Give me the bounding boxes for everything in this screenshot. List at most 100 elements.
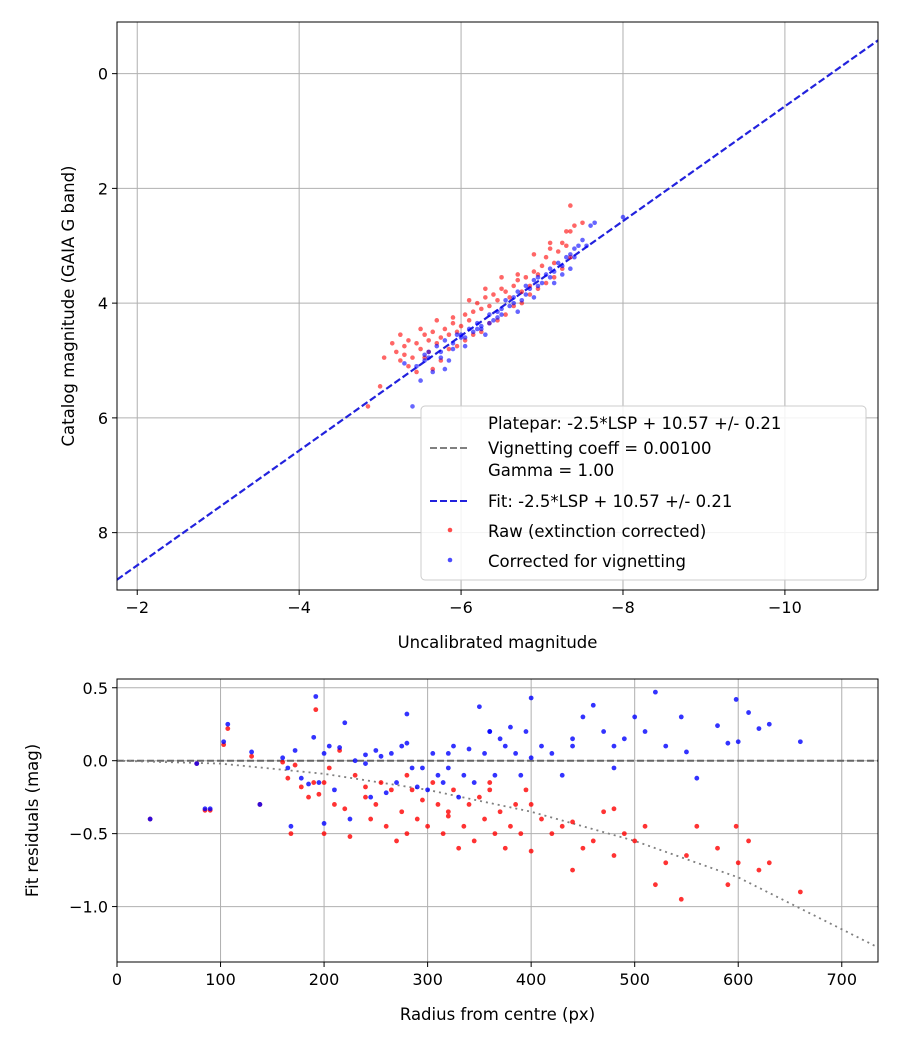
raw-data-point xyxy=(288,831,294,837)
raw-data-point xyxy=(352,772,358,778)
corrected-data-point xyxy=(519,297,525,303)
corrected-data-point xyxy=(652,689,658,695)
corrected-data-point xyxy=(470,329,476,335)
raw-data-point xyxy=(399,809,405,815)
top-chart-y-tick-label: 0 xyxy=(98,65,108,84)
raw-data-point xyxy=(495,297,500,303)
raw-data-point xyxy=(418,326,423,332)
top-chart-x-axis-label: Uncalibrated magnitude xyxy=(398,633,598,652)
corrected-data-point xyxy=(434,343,440,349)
raw-data-point xyxy=(450,320,456,326)
corrected-data-point xyxy=(495,309,500,315)
bottom-chart-x-tick-label: 700 xyxy=(826,970,857,989)
bottom-chart-x-tick-label: 0 xyxy=(112,970,122,989)
raw-data-point xyxy=(440,831,446,837)
top-chart-x-tick-label: −2 xyxy=(125,598,149,617)
bottom-chart-frame xyxy=(116,678,879,963)
legend-entry-gamma: Gamma = 1.00 xyxy=(488,461,614,480)
corrected-data-point xyxy=(487,729,493,734)
raw-data-point xyxy=(306,794,311,800)
corrected-data-point xyxy=(756,726,762,731)
raw-data-point xyxy=(435,802,441,807)
corrected-data-point xyxy=(404,711,410,717)
corrected-data-point xyxy=(257,802,263,807)
top-chart-points xyxy=(365,203,626,409)
bottom-chart-x-tick-label: 200 xyxy=(309,970,340,989)
corrected-data-point xyxy=(337,745,343,750)
raw-data-point xyxy=(373,802,379,807)
corrected-data-point xyxy=(572,246,577,251)
raw-data-point xyxy=(368,816,374,822)
raw-data-point xyxy=(249,753,254,759)
corrected-data-point xyxy=(462,343,468,349)
top-chart-y-tick-label: 8 xyxy=(98,524,108,543)
corrected-data-point xyxy=(409,765,415,771)
corrected-data-point xyxy=(249,749,254,755)
corrected-data-point xyxy=(147,816,153,822)
corrected-data-point xyxy=(570,736,575,742)
raw-data-point xyxy=(652,882,658,888)
raw-data-point xyxy=(414,369,419,375)
corrected-data-point xyxy=(298,775,304,781)
bottom-chart-y-axis-label: Fit residuals (mag) xyxy=(23,744,42,897)
raw-data-point xyxy=(410,355,415,360)
corrected-data-point xyxy=(442,338,448,343)
corrected-data-point xyxy=(316,780,322,785)
raw-data-point xyxy=(377,384,383,389)
corrected-data-point xyxy=(446,358,452,363)
corrected-data-point xyxy=(511,300,516,306)
corrected-data-point xyxy=(513,750,519,756)
raw-data-point xyxy=(513,802,519,807)
corrected-data-point xyxy=(451,743,456,749)
corrected-data-point xyxy=(426,349,431,355)
raw-data-point xyxy=(497,809,503,815)
raw-data-point xyxy=(446,346,452,352)
corrected-data-point xyxy=(564,254,569,260)
legend-entry-platepar: Platepar: -2.5*LSP + 10.57 +/- 0.21 xyxy=(488,414,781,433)
corrected-data-point xyxy=(549,750,555,756)
raw-data-point xyxy=(418,346,423,352)
raw-data-point xyxy=(389,340,395,346)
raw-data-point xyxy=(483,286,488,292)
corrected-data-point xyxy=(458,332,464,337)
raw-data-point xyxy=(430,780,436,785)
corrected-data-point xyxy=(551,269,557,274)
raw-data-point xyxy=(559,823,565,829)
raw-data-point xyxy=(398,332,403,337)
corrected-data-point xyxy=(632,714,638,720)
raw-data-point xyxy=(292,762,298,768)
raw-data-point xyxy=(445,809,451,815)
corrected-series xyxy=(402,214,626,409)
raw-data-point xyxy=(511,283,516,289)
raw-data-point xyxy=(445,813,451,819)
corrected-data-point xyxy=(694,775,700,781)
raw-data-point xyxy=(342,806,348,812)
raw-data-point xyxy=(492,831,498,837)
raw-data-point xyxy=(404,831,410,837)
raw-data-point xyxy=(499,275,504,280)
raw-data-point xyxy=(450,315,456,320)
raw-data-point xyxy=(347,834,353,839)
bottom-chart-y-ticks: 0.5 0.0 −0.5 −1.0 xyxy=(69,679,117,917)
raw-data-point xyxy=(570,819,575,825)
raw-data-point xyxy=(564,229,569,234)
raw-data-point xyxy=(528,848,534,854)
corrected-data-point xyxy=(551,280,557,286)
corrected-data-point xyxy=(735,739,741,745)
corrected-data-point xyxy=(321,821,327,826)
corrected-data-point xyxy=(621,736,627,742)
corrected-data-point xyxy=(479,326,484,332)
corrected-data-point xyxy=(202,806,208,812)
bottom-chart-points xyxy=(147,689,803,902)
corrected-data-point xyxy=(422,358,427,363)
raw-data-point xyxy=(766,860,772,866)
calibration-scatter-chart: −2 −4 −6 −8 −10 0 2 4 6 8 Uncalibrated magnitude… xyxy=(59,21,879,652)
corrected-data-point xyxy=(483,332,488,337)
corrected-data-point xyxy=(422,352,427,358)
corrected-data-point xyxy=(515,309,521,315)
raw-data-point xyxy=(572,223,577,228)
raw-data-point xyxy=(531,269,537,274)
bottom-chart-y-tick-label: 0.0 xyxy=(83,752,108,771)
corrected-data-point xyxy=(388,750,394,756)
corrected-data-point xyxy=(502,743,508,749)
